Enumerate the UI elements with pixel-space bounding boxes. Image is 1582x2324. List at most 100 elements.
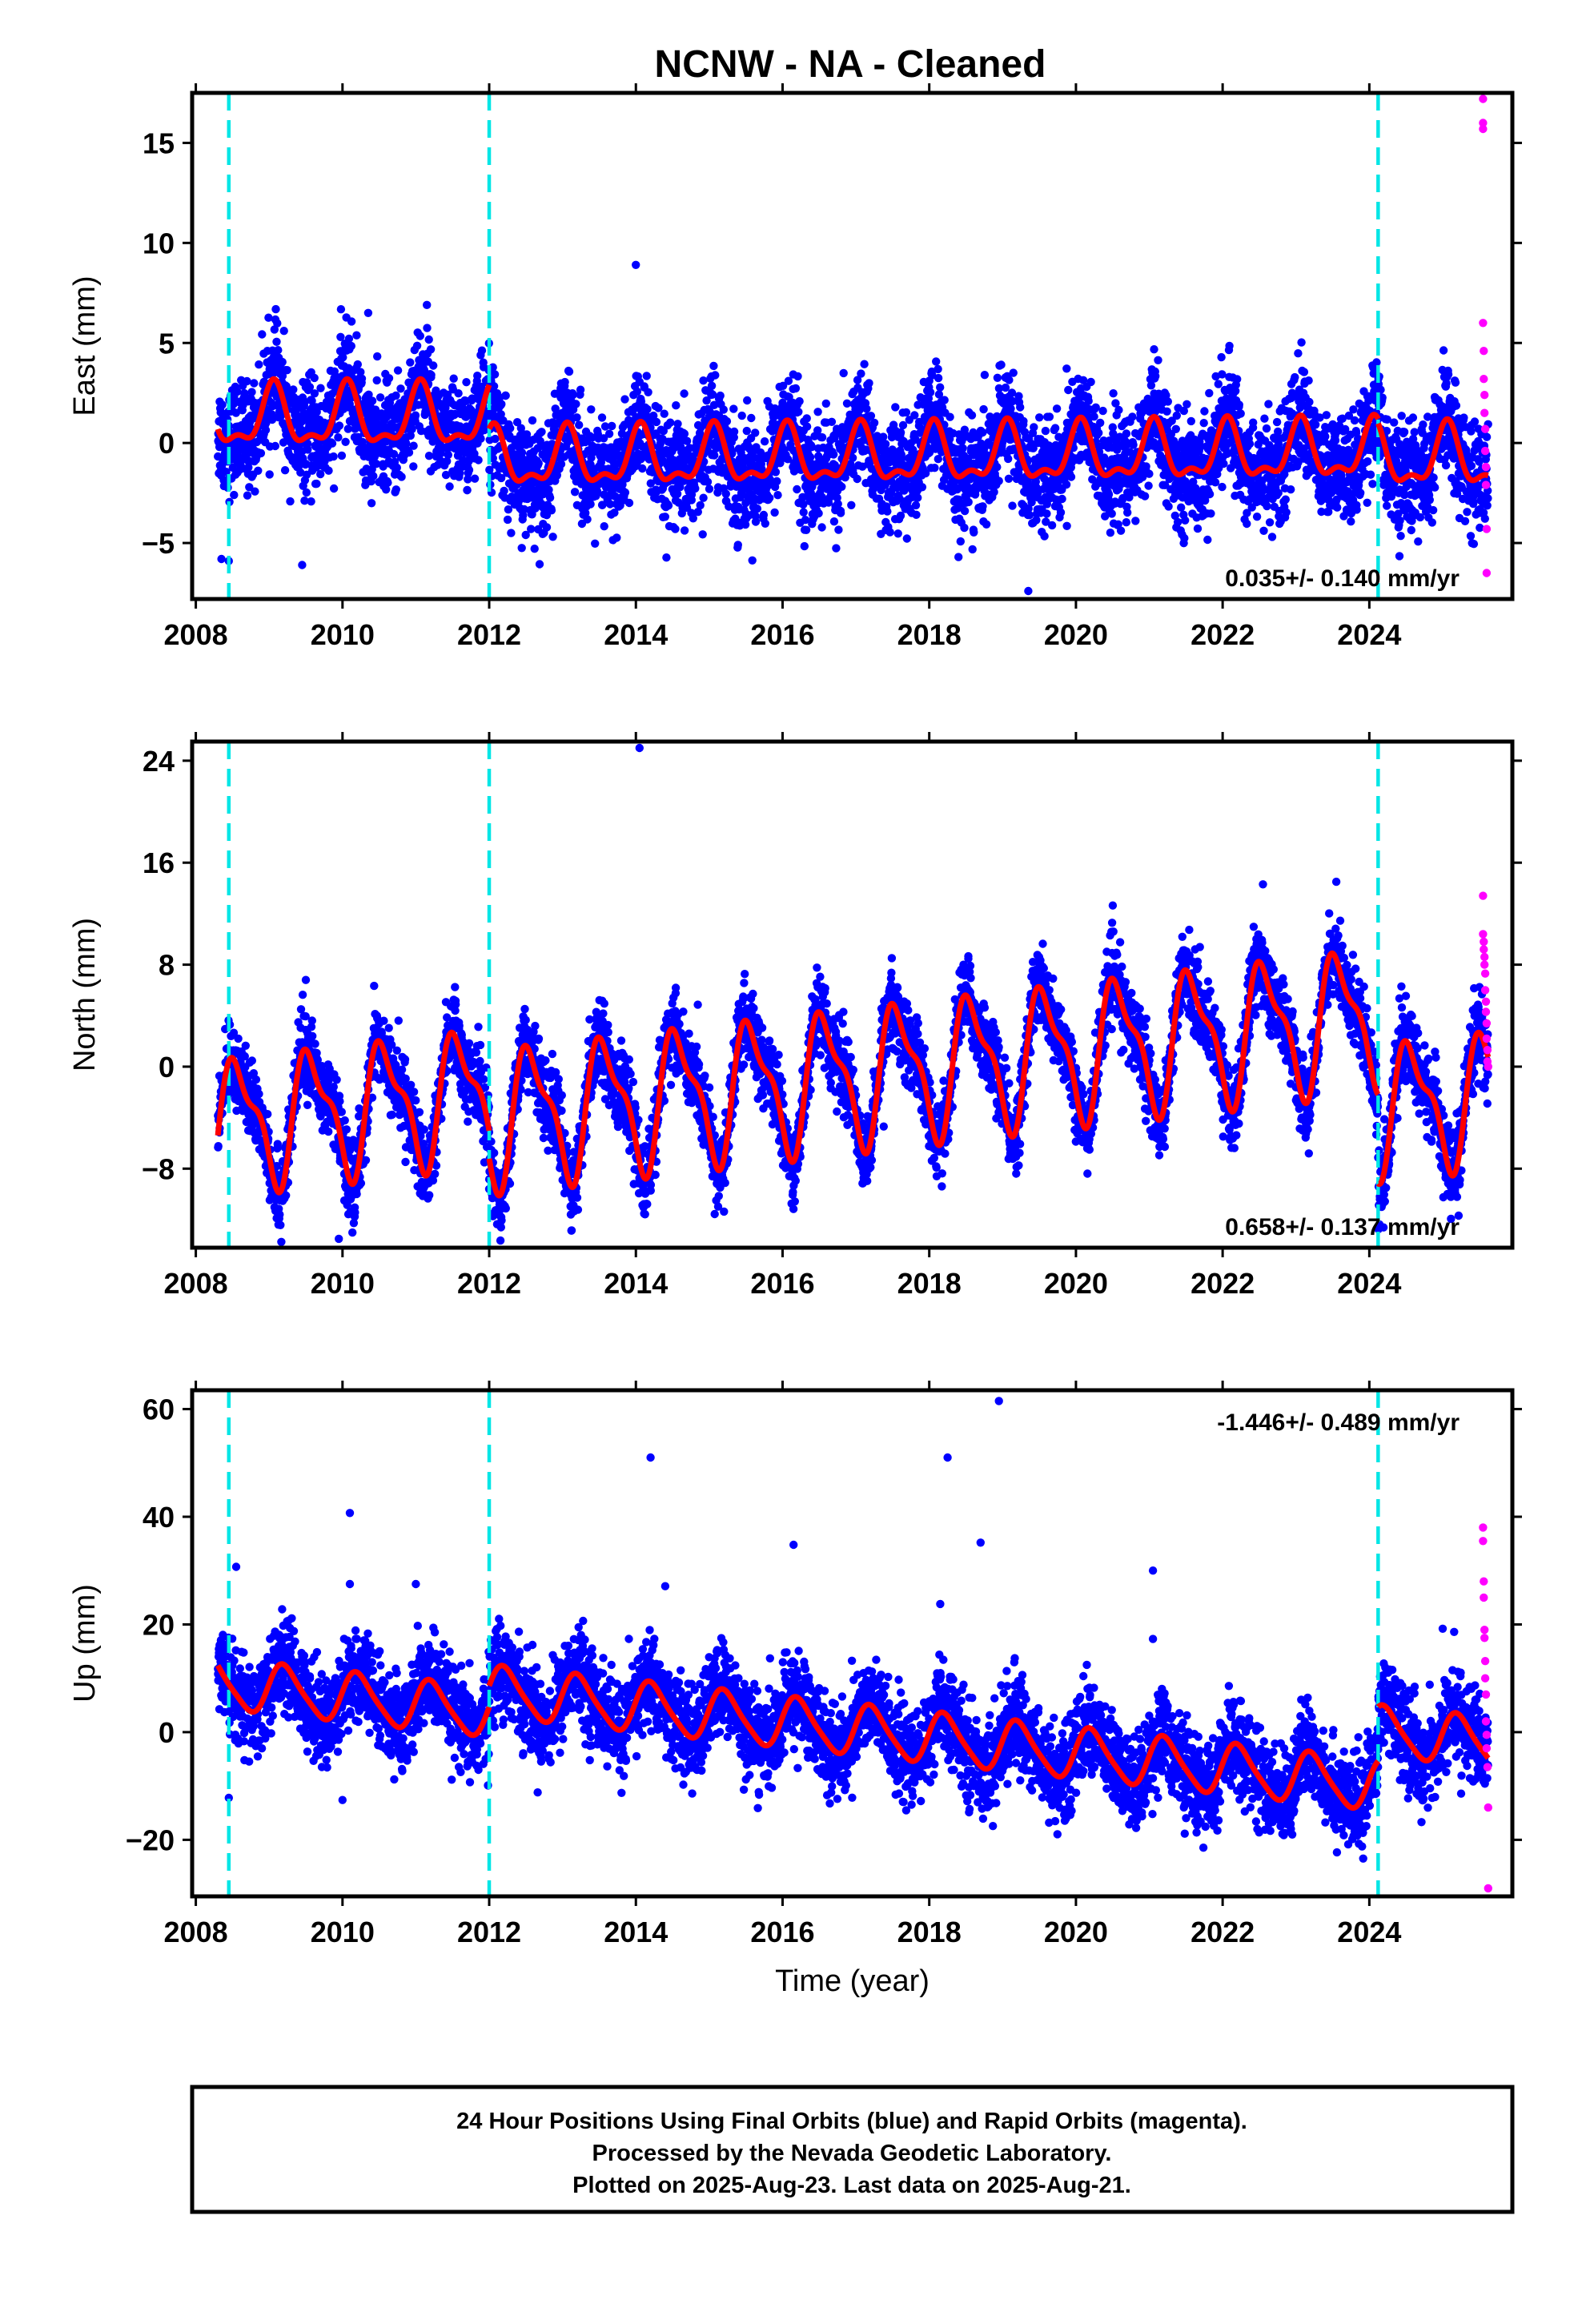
data-point bbox=[902, 534, 912, 543]
data-point bbox=[470, 474, 480, 483]
data-point bbox=[970, 528, 978, 537]
data-point bbox=[1207, 509, 1215, 518]
data-point bbox=[946, 412, 954, 421]
data-point bbox=[691, 484, 700, 493]
data-point bbox=[1090, 412, 1098, 421]
data-point bbox=[372, 376, 381, 385]
data-point bbox=[1162, 391, 1170, 400]
data-point bbox=[1050, 424, 1060, 432]
data-point bbox=[261, 425, 271, 435]
data-point bbox=[336, 332, 345, 341]
data-point bbox=[729, 404, 738, 413]
data-point bbox=[250, 379, 259, 388]
data-point bbox=[743, 396, 752, 405]
data-point bbox=[915, 417, 924, 427]
data-point bbox=[832, 544, 841, 553]
data-point bbox=[591, 539, 600, 548]
data-point bbox=[696, 501, 705, 510]
data-point bbox=[521, 530, 530, 540]
data-point bbox=[737, 489, 746, 497]
data-point bbox=[618, 480, 627, 489]
data-point bbox=[751, 428, 760, 437]
data-point bbox=[698, 530, 707, 539]
data-point bbox=[537, 428, 546, 436]
data-point bbox=[1179, 406, 1189, 416]
data-point bbox=[1167, 416, 1176, 425]
data-point bbox=[1272, 417, 1282, 427]
data-point bbox=[600, 522, 608, 531]
data-point bbox=[1058, 494, 1066, 504]
data-point bbox=[799, 508, 808, 517]
data-point bbox=[1264, 400, 1273, 408]
data-point bbox=[408, 424, 416, 434]
data-point bbox=[429, 361, 438, 370]
data-point bbox=[243, 376, 251, 386]
data-point bbox=[1078, 376, 1088, 384]
data-point bbox=[545, 493, 555, 502]
data-point bbox=[572, 413, 581, 422]
data-point bbox=[776, 459, 785, 468]
data-point bbox=[404, 448, 414, 457]
data-point bbox=[620, 395, 629, 404]
data-point bbox=[1214, 380, 1223, 388]
data-point bbox=[337, 451, 347, 460]
data-point bbox=[707, 381, 717, 390]
data-point bbox=[1193, 524, 1203, 533]
data-point bbox=[335, 421, 344, 430]
data-point bbox=[793, 485, 801, 494]
data-point bbox=[642, 372, 651, 380]
data-point bbox=[994, 384, 1004, 393]
data-point bbox=[272, 337, 281, 346]
data-point bbox=[551, 404, 560, 413]
data-point bbox=[528, 416, 537, 425]
data-point bbox=[384, 374, 394, 383]
data-point bbox=[1122, 429, 1131, 438]
data-point bbox=[979, 404, 988, 414]
data-point bbox=[307, 396, 316, 405]
data-point bbox=[409, 441, 418, 450]
data-point bbox=[666, 418, 675, 427]
data-point bbox=[1008, 501, 1017, 510]
data-point bbox=[719, 405, 728, 414]
data-point bbox=[307, 497, 315, 506]
data-point bbox=[958, 444, 967, 452]
data-point bbox=[575, 420, 584, 429]
data-point bbox=[869, 418, 879, 428]
data-point bbox=[367, 396, 377, 405]
data-point bbox=[597, 413, 607, 422]
data-point bbox=[1321, 432, 1330, 441]
data-point bbox=[632, 387, 642, 396]
data-point bbox=[1186, 416, 1196, 426]
data-point bbox=[638, 464, 647, 473]
data-point bbox=[865, 379, 873, 388]
data-point bbox=[530, 545, 539, 553]
data-point bbox=[310, 373, 319, 383]
data-point bbox=[375, 393, 385, 402]
data-point bbox=[751, 517, 761, 526]
data-point bbox=[218, 400, 227, 409]
data-point bbox=[771, 468, 781, 476]
data-point bbox=[1084, 396, 1093, 405]
data-point bbox=[535, 560, 544, 569]
data-point bbox=[930, 464, 939, 472]
data-point bbox=[396, 384, 405, 393]
data-point bbox=[331, 372, 340, 380]
data-point bbox=[737, 411, 746, 420]
data-point bbox=[556, 460, 566, 468]
data-point bbox=[576, 385, 585, 394]
data-point bbox=[552, 471, 561, 480]
data-point bbox=[680, 429, 689, 438]
data-point bbox=[1252, 513, 1262, 521]
data-point bbox=[1104, 490, 1114, 499]
data-point bbox=[680, 526, 689, 535]
data-point bbox=[491, 434, 500, 444]
data-point bbox=[778, 381, 788, 390]
data-point bbox=[980, 371, 990, 380]
data-point bbox=[997, 360, 1006, 369]
data-point bbox=[982, 520, 991, 529]
data-point bbox=[911, 501, 921, 510]
data-point bbox=[1294, 349, 1303, 358]
data-point bbox=[445, 482, 454, 491]
data-point bbox=[560, 377, 569, 387]
data-point bbox=[1199, 419, 1208, 428]
